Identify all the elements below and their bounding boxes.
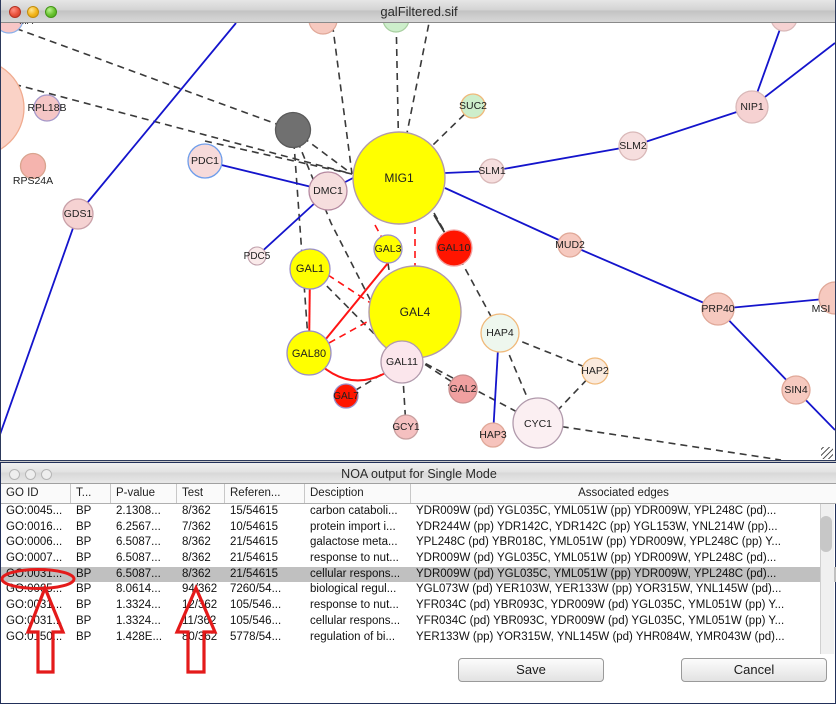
svg-text:NIP1: NIP1 <box>740 101 764 113</box>
svg-text:CYC1: CYC1 <box>524 418 552 430</box>
svg-text:GAL80: GAL80 <box>292 348 326 360</box>
svg-text:SLM1: SLM1 <box>478 165 506 177</box>
svg-text:GAL11: GAL11 <box>386 356 418 368</box>
svg-text:...A: ...A <box>19 23 34 27</box>
svg-text:SUC2: SUC2 <box>459 100 487 112</box>
svg-text:HAP2: HAP2 <box>581 365 609 377</box>
svg-text:HAP3: HAP3 <box>479 429 507 441</box>
svg-text:PDC1: PDC1 <box>191 155 219 167</box>
svg-text:PRP40: PRP40 <box>701 303 734 315</box>
svg-text:RPS24A: RPS24A <box>13 175 53 187</box>
svg-text:PDC5: PDC5 <box>244 251 271 262</box>
svg-text:GAL7: GAL7 <box>333 391 359 402</box>
svg-text:HAP4: HAP4 <box>486 327 514 339</box>
svg-text:GAL2: GAL2 <box>450 383 477 395</box>
svg-text:GAL1: GAL1 <box>296 263 324 275</box>
svg-text:GDS1: GDS1 <box>64 208 93 220</box>
svg-text:MIG1: MIG1 <box>384 171 414 185</box>
svg-text:GAL3: GAL3 <box>375 243 402 255</box>
svg-text:GAL4: GAL4 <box>400 305 431 319</box>
svg-text:GAL10: GAL10 <box>438 242 471 254</box>
svg-text:MUD2: MUD2 <box>555 239 585 251</box>
svg-text:GCY1: GCY1 <box>392 422 420 433</box>
svg-text:SLM2: SLM2 <box>619 140 647 152</box>
svg-text:MSI: MSI <box>812 303 831 315</box>
svg-text:DMC1: DMC1 <box>313 185 343 197</box>
svg-text:RPL18B: RPL18B <box>27 102 66 114</box>
svg-text:SIN4: SIN4 <box>784 384 808 396</box>
